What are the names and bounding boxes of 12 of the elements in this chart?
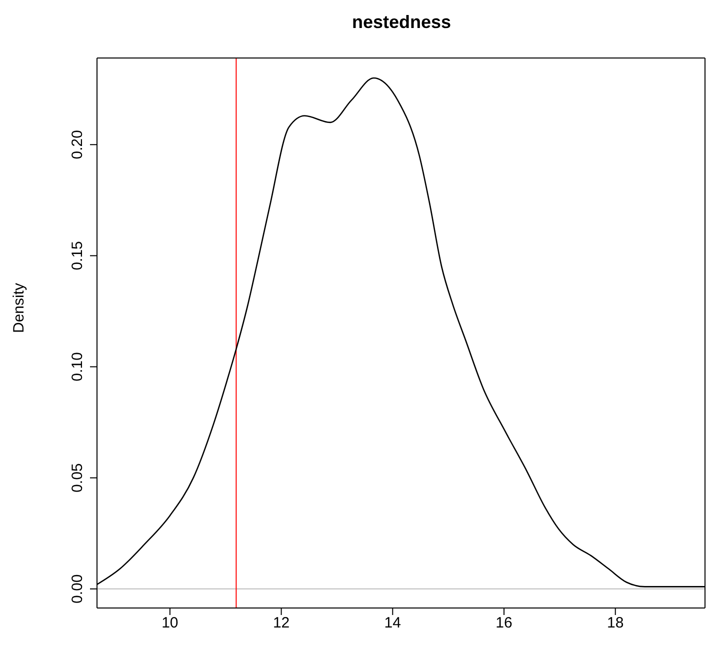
y-tick-label: 0.10	[69, 352, 86, 382]
x-tick-label: 10	[162, 614, 178, 632]
y-tick-label: 0.20	[69, 130, 86, 160]
x-tick-label: 18	[607, 614, 624, 632]
x-tick-label: 12	[272, 614, 290, 632]
y-tick-label: 0.05	[69, 463, 86, 492]
y-tick-label: 0.00	[69, 574, 86, 604]
x-tick-label: 14	[384, 614, 401, 632]
x-tick-label: 16	[496, 614, 512, 632]
y-axis-title: Density	[10, 282, 28, 333]
chart-title: nestedness	[350, 12, 452, 33]
y-tick-label: 0.15	[69, 241, 86, 270]
